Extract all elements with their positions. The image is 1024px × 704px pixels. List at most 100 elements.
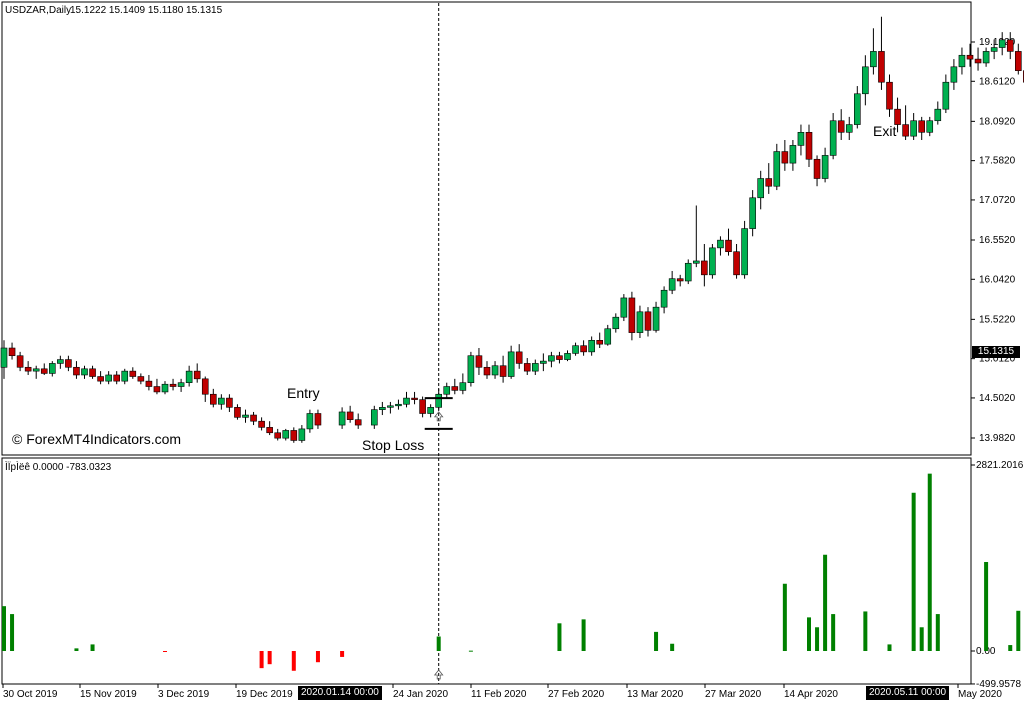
candle-body (274, 432, 282, 439)
candle-body (185, 370, 193, 383)
histogram-bar (815, 627, 820, 651)
histogram-bar (2, 606, 6, 651)
candle-body (998, 39, 1006, 48)
histogram-bar (557, 623, 562, 651)
signal-vertical-lines (438, 3, 440, 684)
candle-body (692, 260, 700, 264)
candle-body (210, 393, 217, 405)
candle-body (548, 355, 555, 362)
indicator-axis: 2821.2016 0.00 -499.9578 (971, 460, 1024, 690)
candle-body (781, 151, 789, 164)
candle-body (314, 413, 322, 426)
candle-body (177, 382, 185, 387)
candle-body (201, 378, 209, 395)
candle-body (218, 397, 225, 405)
candle-body (507, 351, 515, 377)
price-tick-label: 18.6120 (979, 76, 1016, 87)
candle-body (242, 414, 249, 418)
candle-body (709, 247, 716, 276)
candle-body (572, 345, 579, 354)
candle-body (515, 351, 523, 364)
price-tick-label: 14.5020 (979, 393, 1016, 404)
candle-body (411, 397, 418, 400)
candle-body (258, 420, 265, 428)
candle-body (660, 289, 668, 308)
candle-body (266, 427, 273, 434)
candle-body (483, 366, 491, 376)
histogram-bar (823, 554, 828, 651)
candle-body (1014, 51, 1022, 71)
candle-body (749, 197, 756, 229)
candle-body (24, 366, 32, 372)
symbol-label: USDZAR,Daily (5, 5, 72, 16)
candle-body (73, 366, 80, 376)
candle-body (16, 355, 24, 368)
candle-body (958, 54, 966, 68)
candle-body (1006, 39, 1014, 52)
buy-signal-arrow-icon (433, 669, 444, 680)
candlestick-series (0, 16, 1024, 443)
candle-body (451, 386, 459, 391)
candle-body (113, 374, 120, 382)
date-tick-label: 14 Apr 2020 (784, 689, 838, 700)
histogram-bar (436, 636, 441, 651)
candle-body (894, 108, 901, 125)
candle-body (982, 51, 990, 64)
candle-body (886, 81, 893, 110)
candle-body (773, 151, 781, 187)
candle-body (580, 345, 587, 353)
histogram-bar (935, 614, 940, 651)
entry-date-tag: 2020.01.14 00:00 (298, 686, 382, 700)
histogram-bar (654, 631, 659, 651)
candle-body (105, 374, 112, 382)
indicator-pane-frame (1, 457, 972, 685)
candle-body (974, 58, 982, 64)
price-tick-label: 17.0720 (979, 195, 1016, 206)
date-tick-label: May 2020 (958, 689, 1002, 700)
histogram-bar (259, 651, 264, 669)
candle-body (145, 380, 153, 387)
indicator-tick-label: 2821.2016 (976, 460, 1024, 471)
candle-body (57, 359, 64, 364)
current-price-tag: 15.1315 (972, 346, 1020, 358)
candle-body (878, 51, 885, 83)
candle-body (725, 239, 732, 253)
candle-body (805, 131, 813, 160)
candle-body (628, 297, 636, 333)
candle-body (757, 178, 765, 199)
candle-body (910, 120, 917, 137)
candle-body (475, 355, 483, 368)
watermark: © ForexMT4Indicators.com (12, 431, 182, 447)
date-tick-label: 27 Feb 2020 (548, 689, 605, 700)
candle-body (853, 93, 861, 125)
date-tick-label: 11 Feb 2020 (471, 689, 527, 700)
date-tick-label: 27 Mar 2020 (705, 689, 762, 700)
candle-body (379, 407, 386, 410)
candle-body (346, 411, 354, 420)
histogram-bar (1008, 645, 1013, 651)
exit-label: Exit (873, 123, 897, 139)
candle-body (612, 316, 620, 330)
candle-body (8, 347, 16, 357)
candle-body (934, 108, 942, 122)
candle-body (298, 428, 306, 441)
candle-body (926, 120, 934, 133)
price-tick-label: 15.0120 (979, 354, 1016, 365)
histogram-bar (468, 650, 473, 652)
candle-body (370, 409, 378, 426)
candle-body (282, 430, 290, 439)
exit-date-tag: 2020.05.11 00:00 (866, 686, 950, 700)
candle-body (499, 365, 507, 377)
candle-body (395, 403, 402, 407)
date-tick-label: 30 Oct 2019 (3, 689, 58, 700)
price-tick-label: 16.5520 (979, 235, 1016, 246)
histogram-bar (291, 651, 296, 671)
buy-arrow-icon (433, 411, 444, 422)
price-tick-label: 18.0920 (979, 116, 1016, 127)
candle-body (306, 413, 314, 430)
candle-body (32, 368, 40, 372)
candle-body (870, 51, 877, 68)
candle-body (354, 419, 362, 426)
candle-body (717, 239, 724, 249)
